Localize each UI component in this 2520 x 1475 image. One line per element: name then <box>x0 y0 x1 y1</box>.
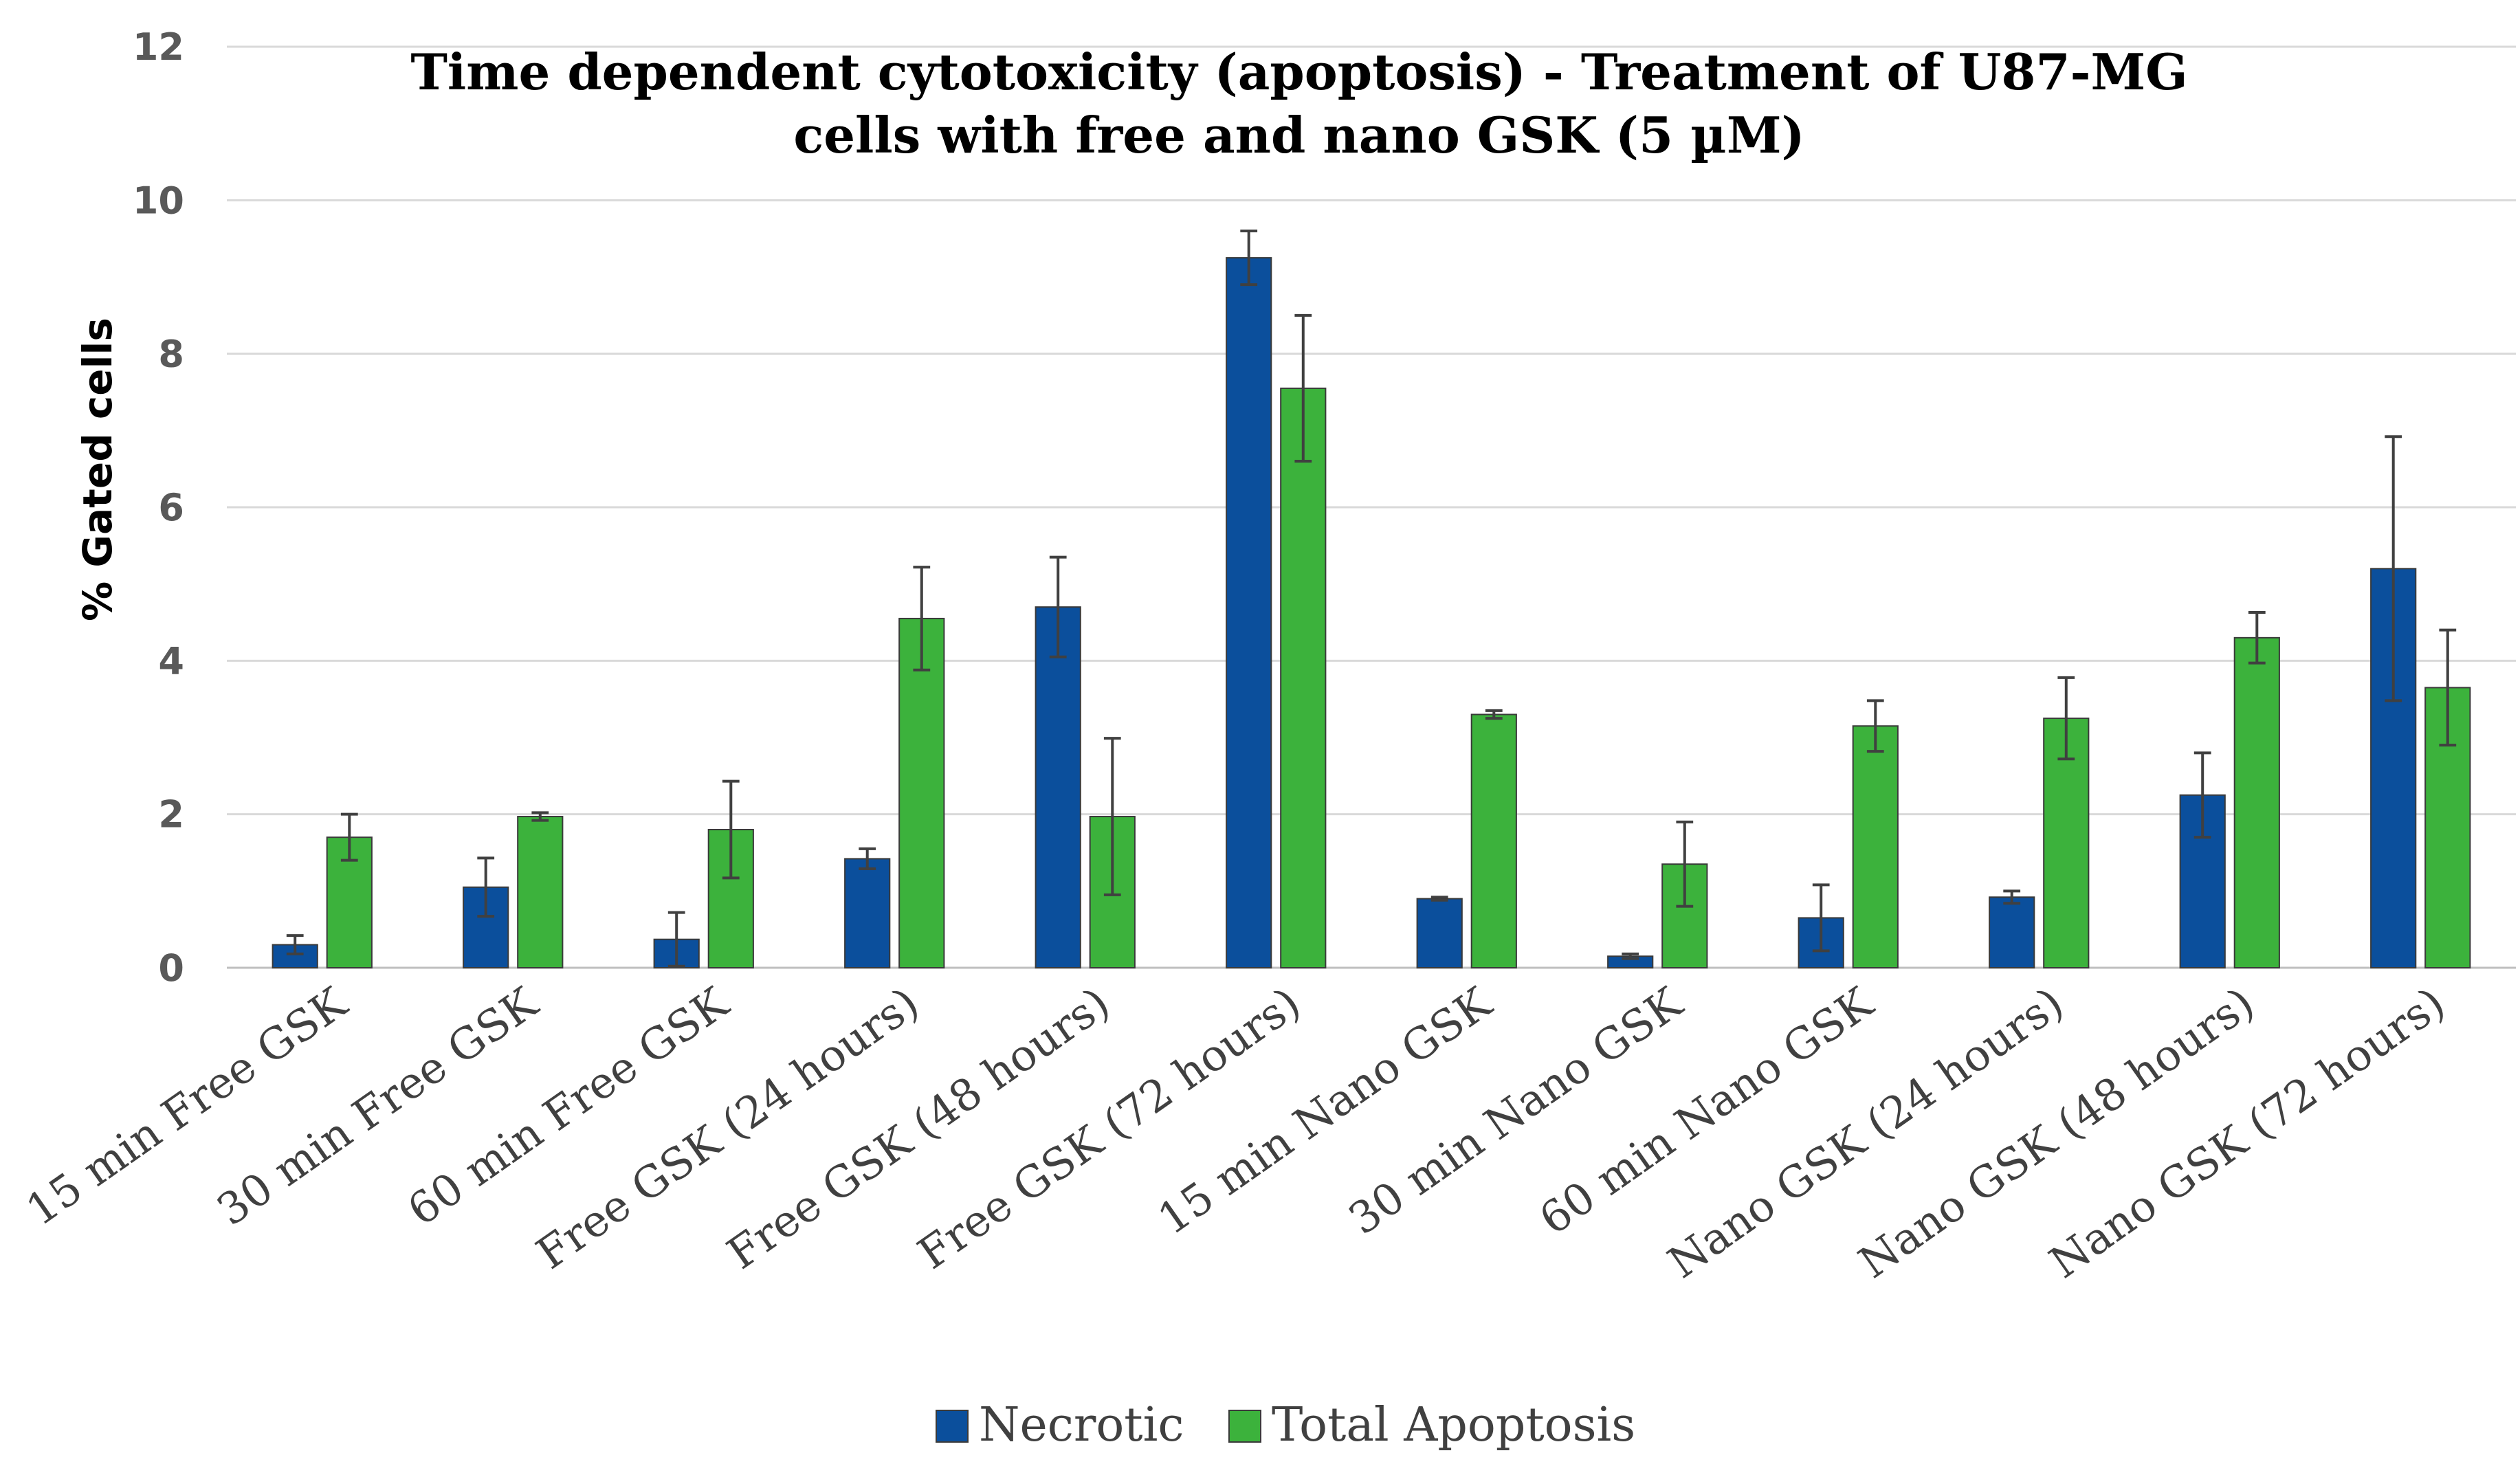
bar-total-apoptosis-2 <box>517 816 564 969</box>
x-tick-label-7: 15 min Nano GSK <box>1149 977 1501 1244</box>
y-tick-label-2: 2 <box>158 793 184 836</box>
bar-necrotic-6 <box>1226 257 1272 968</box>
y-tick-label-6: 6 <box>158 486 184 529</box>
bar-total-apoptosis-8 <box>1661 863 1708 968</box>
bars <box>272 257 2471 969</box>
y-tick-label-4: 4 <box>158 639 184 683</box>
bar-necrotic-10 <box>1989 896 2035 969</box>
chart-title-line-1: Time dependent cytotoxicity (apoptosis) … <box>410 43 2187 101</box>
gridlines <box>227 45 2516 969</box>
chart-title-line-2: cells with free and nano GSK (5 µM) <box>793 106 1804 164</box>
legend-swatch-necrotic <box>936 1410 969 1443</box>
y-axis-ticks: 0 2 4 6 8 10 12 <box>133 25 184 990</box>
bar-necrotic-4 <box>844 858 891 969</box>
legend-label-necrotic: Necrotic <box>979 1398 1184 1452</box>
x-tick-label-2: 30 min Free GSK <box>208 977 548 1235</box>
x-tick-label-1: 15 min Free GSK <box>17 977 357 1235</box>
legend-swatch-total-apoptosis <box>1228 1410 1261 1443</box>
bar-total-apoptosis-9 <box>1852 725 1899 968</box>
bar-necrotic-7 <box>1416 898 1463 968</box>
y-tick-label-10: 10 <box>133 179 184 222</box>
y-tick-label-8: 8 <box>158 333 184 376</box>
legend: Necrotic Total Apoptosis <box>936 1398 1635 1452</box>
bar-total-apoptosis-11 <box>2233 636 2280 968</box>
x-tick-label-8: 30 min Nano GSK <box>1340 977 1692 1244</box>
bar-total-apoptosis-6 <box>1280 387 1327 968</box>
y-tick-label-0: 0 <box>158 946 184 990</box>
bar-necrotic-5 <box>1035 606 1081 968</box>
x-tick-label-3: 60 min Free GSK <box>399 977 738 1235</box>
y-tick-label-12: 12 <box>133 25 184 69</box>
y-axis-label: % Gated cells <box>74 318 121 621</box>
bar-total-apoptosis-4 <box>898 617 945 969</box>
error-bars <box>286 230 2457 968</box>
bar-total-apoptosis-7 <box>1470 713 1517 968</box>
x-tick-label-9: 60 min Nano GSK <box>1531 977 1883 1244</box>
legend-label-total-apoptosis: Total Apoptosis <box>1272 1398 1635 1452</box>
